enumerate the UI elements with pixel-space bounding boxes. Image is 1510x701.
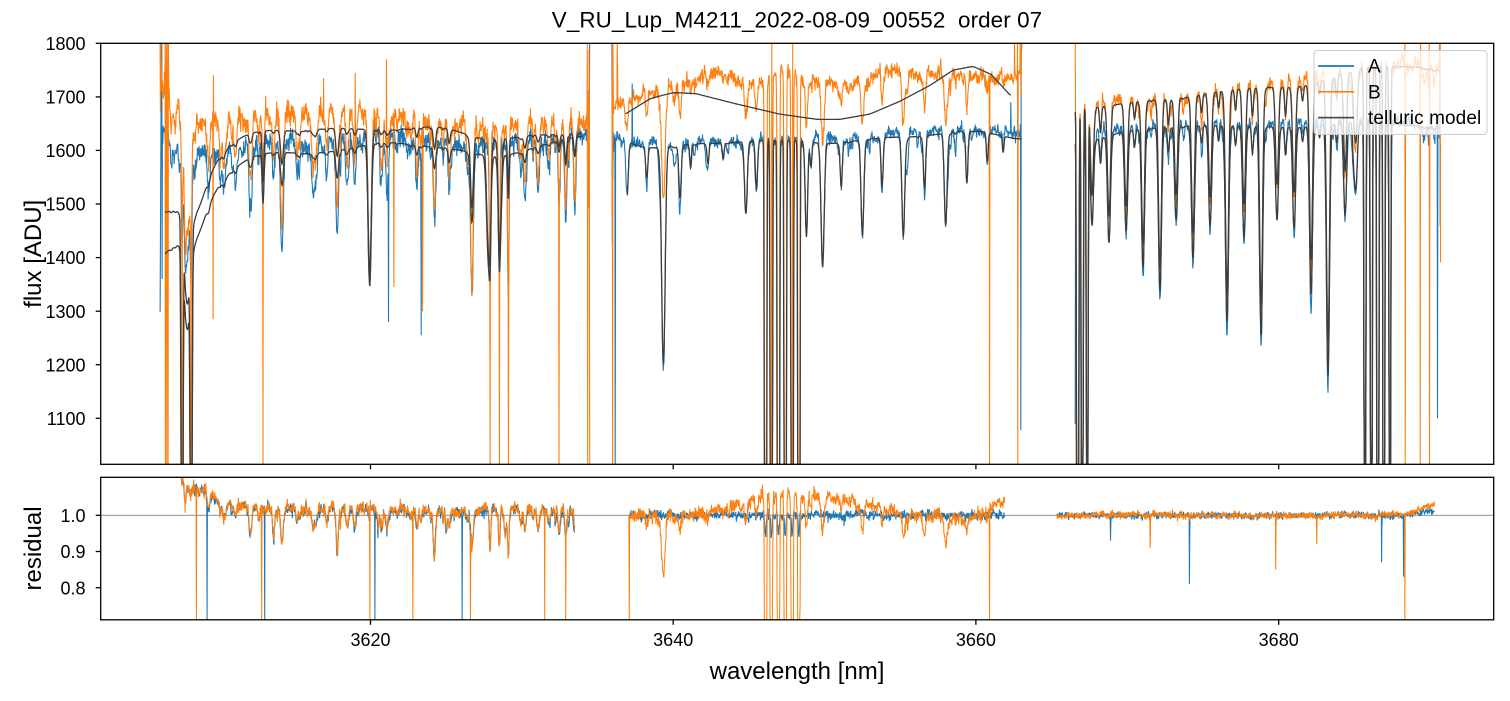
svg-text:3620: 3620 — [350, 630, 390, 650]
svg-text:3680: 3680 — [1259, 630, 1299, 650]
svg-text:1200: 1200 — [45, 355, 85, 375]
svg-text:1700: 1700 — [45, 88, 85, 108]
svg-text:1800: 1800 — [45, 34, 85, 54]
svg-text:B: B — [1368, 82, 1381, 103]
svg-text:1400: 1400 — [45, 248, 85, 268]
svg-text:V_RU_Lup_M4211_2022-08-09_0055: V_RU_Lup_M4211_2022-08-09_00552 order 07 — [552, 8, 1042, 33]
svg-text:A: A — [1368, 57, 1381, 78]
svg-text:wavelength [nm]: wavelength [nm] — [709, 658, 885, 685]
svg-text:3640: 3640 — [653, 630, 693, 650]
svg-text:3660: 3660 — [956, 630, 996, 650]
svg-text:1600: 1600 — [45, 141, 85, 161]
svg-text:0.9: 0.9 — [60, 542, 85, 562]
svg-text:1300: 1300 — [45, 302, 85, 322]
svg-text:1.0: 1.0 — [60, 506, 85, 526]
svg-text:telluric model: telluric model — [1368, 108, 1481, 129]
svg-text:residual: residual — [20, 506, 47, 590]
svg-text:1500: 1500 — [45, 195, 85, 215]
svg-text:flux [ADU]: flux [ADU] — [20, 200, 47, 308]
svg-text:0.8: 0.8 — [60, 578, 85, 598]
svg-text:1100: 1100 — [47, 409, 86, 429]
